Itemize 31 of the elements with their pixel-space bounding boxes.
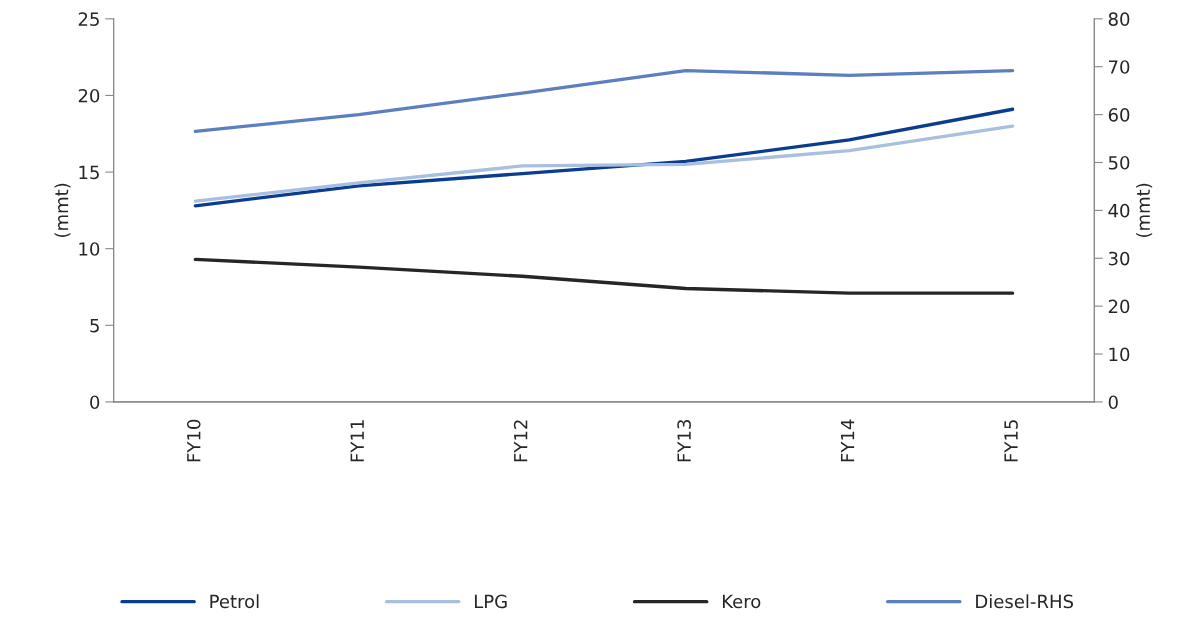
x-tick-label: FY11 xyxy=(350,420,364,462)
y2-tick-label: 70 xyxy=(1109,60,1130,74)
line-series xyxy=(193,257,1015,295)
x-tick-label: FY14 xyxy=(840,419,855,462)
y-tick-label: 25 xyxy=(78,12,99,26)
y2-axis-title: (mmt) xyxy=(1136,183,1153,237)
legend-label: Kero xyxy=(722,594,761,609)
y2-tick-label: 50 xyxy=(1108,155,1130,170)
line-series xyxy=(193,107,1015,208)
line-series xyxy=(193,124,1015,203)
y2-tick-label: 30 xyxy=(1108,251,1130,266)
y2-tick-label: 40 xyxy=(1108,203,1130,218)
y2-tick-label: 80 xyxy=(1108,12,1130,26)
y2-tick-label: 20 xyxy=(1108,299,1130,314)
y-tick-label: 10 xyxy=(79,242,100,256)
y-axis-title: (mmt) xyxy=(54,183,71,237)
legend-label: Petrol xyxy=(210,594,259,609)
x-tick-label: FY13 xyxy=(677,420,691,462)
x-tick-label: FY10 xyxy=(186,419,201,462)
y-tick-label: 20 xyxy=(78,88,100,103)
y-tick-label: 0 xyxy=(90,395,100,410)
y-tick-label: 15 xyxy=(79,165,99,180)
y2-tick-label: 0 xyxy=(1108,395,1118,410)
x-tick-label: FY15 xyxy=(1004,420,1018,462)
y2-tick-label: 10 xyxy=(1109,347,1130,362)
legend-label: Diesel-RHS xyxy=(976,594,1074,609)
legend-label: LPG xyxy=(474,594,507,609)
line-series xyxy=(193,68,1015,134)
y2-tick-label: 60 xyxy=(1108,108,1130,122)
y-tick-label: 5 xyxy=(90,319,99,333)
x-tick-label: FY12 xyxy=(513,420,528,462)
